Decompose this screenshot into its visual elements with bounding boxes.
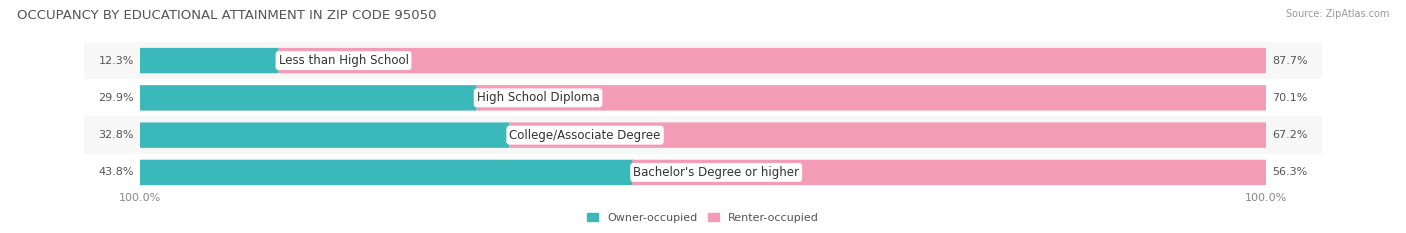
Bar — [84, 79, 1322, 116]
FancyBboxPatch shape — [141, 48, 278, 73]
FancyBboxPatch shape — [477, 85, 1265, 110]
FancyBboxPatch shape — [141, 160, 1265, 185]
Text: 100.0%: 100.0% — [120, 193, 162, 203]
Text: OCCUPANCY BY EDUCATIONAL ATTAINMENT IN ZIP CODE 95050: OCCUPANCY BY EDUCATIONAL ATTAINMENT IN Z… — [17, 9, 436, 22]
Text: Less than High School: Less than High School — [278, 54, 409, 67]
FancyBboxPatch shape — [141, 123, 1265, 148]
Text: 43.8%: 43.8% — [98, 168, 134, 177]
Text: College/Associate Degree: College/Associate Degree — [509, 129, 661, 142]
FancyBboxPatch shape — [141, 123, 509, 148]
Text: 87.7%: 87.7% — [1272, 56, 1308, 65]
FancyBboxPatch shape — [278, 48, 1265, 73]
Text: 56.3%: 56.3% — [1272, 168, 1308, 177]
FancyBboxPatch shape — [633, 160, 1265, 185]
FancyBboxPatch shape — [141, 85, 1265, 110]
Text: Bachelor's Degree or higher: Bachelor's Degree or higher — [633, 166, 799, 179]
Text: High School Diploma: High School Diploma — [477, 91, 599, 104]
Text: Source: ZipAtlas.com: Source: ZipAtlas.com — [1285, 9, 1389, 19]
FancyBboxPatch shape — [141, 85, 477, 110]
Bar — [84, 154, 1322, 191]
Text: 32.8%: 32.8% — [98, 130, 134, 140]
Bar — [84, 42, 1322, 79]
FancyBboxPatch shape — [141, 48, 1265, 73]
Text: 100.0%: 100.0% — [1244, 193, 1286, 203]
Legend: Owner-occupied, Renter-occupied: Owner-occupied, Renter-occupied — [582, 208, 824, 227]
Text: 67.2%: 67.2% — [1272, 130, 1308, 140]
Text: 12.3%: 12.3% — [98, 56, 134, 65]
Bar — [84, 116, 1322, 154]
FancyBboxPatch shape — [509, 123, 1265, 148]
FancyBboxPatch shape — [141, 160, 633, 185]
Text: 70.1%: 70.1% — [1272, 93, 1308, 103]
Text: 29.9%: 29.9% — [98, 93, 134, 103]
